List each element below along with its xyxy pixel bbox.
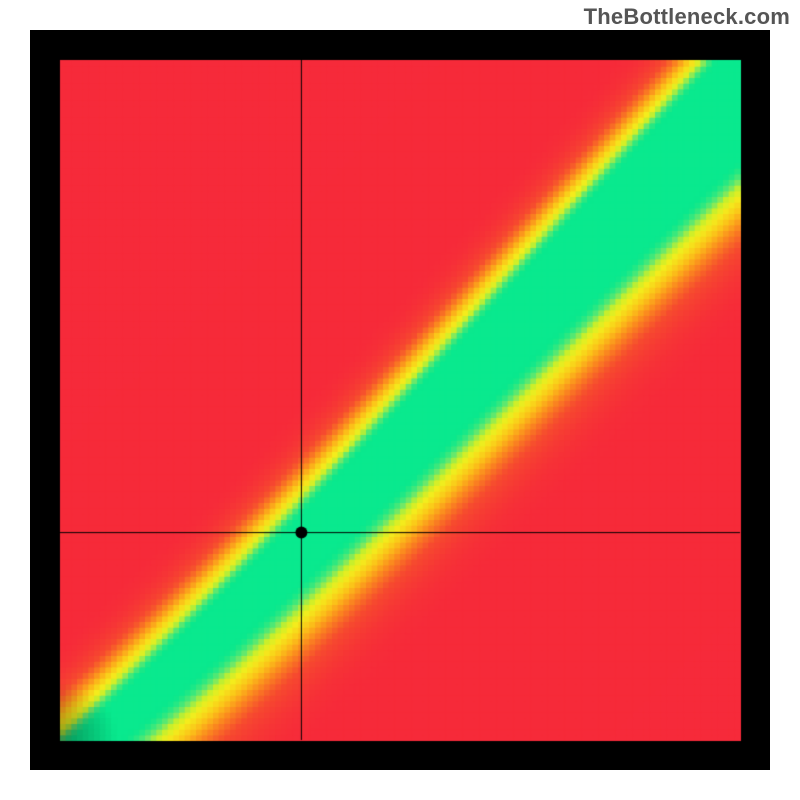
heatmap-canvas	[30, 30, 770, 770]
watermark-text: TheBottleneck.com	[584, 4, 790, 30]
